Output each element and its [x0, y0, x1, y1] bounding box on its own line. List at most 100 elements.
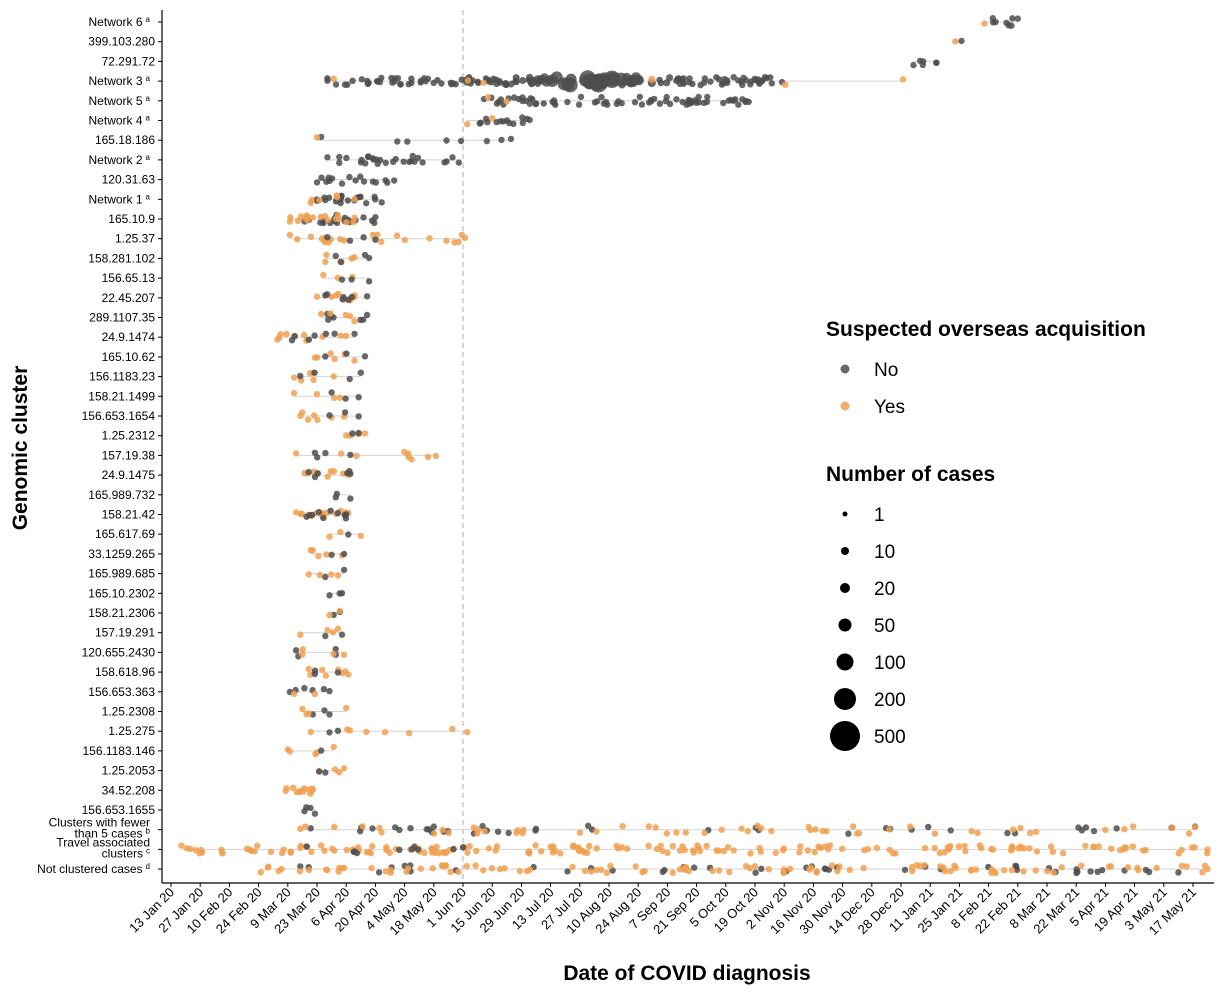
data-point — [290, 389, 298, 397]
data-point — [265, 863, 272, 870]
data-point — [768, 827, 775, 835]
data-point — [846, 866, 853, 874]
data-point — [451, 239, 458, 246]
data-point — [675, 75, 682, 82]
data-point — [387, 866, 395, 874]
data-point — [489, 115, 496, 122]
data-point — [178, 842, 185, 849]
data-point — [1049, 848, 1057, 855]
data-point — [603, 70, 621, 89]
data-point — [314, 416, 321, 424]
data-point — [351, 214, 358, 221]
data-point — [501, 865, 508, 872]
data-point — [321, 847, 328, 854]
axes — [158, 10, 1214, 887]
data-point — [383, 844, 390, 851]
data-point — [369, 843, 376, 850]
data-point — [757, 825, 765, 832]
data-point — [424, 453, 432, 461]
data-point — [1003, 19, 1010, 26]
data-point — [330, 75, 337, 82]
data-point — [332, 645, 339, 653]
data-point — [645, 823, 653, 830]
y-tick-label: Travel associated clusters c — [56, 835, 150, 860]
data-point — [311, 332, 318, 339]
data-point — [344, 197, 351, 204]
data-point — [889, 850, 897, 857]
data-point — [313, 391, 321, 398]
data-point — [704, 93, 711, 101]
data-point — [375, 869, 383, 876]
data-point — [294, 236, 301, 243]
data-point — [459, 844, 467, 851]
data-point — [1027, 829, 1034, 837]
data-point — [724, 79, 731, 87]
data-point — [305, 468, 312, 476]
data-point — [526, 866, 534, 873]
data-point — [400, 158, 407, 165]
data-point — [301, 331, 308, 339]
data-point — [326, 412, 333, 419]
data-point — [329, 845, 336, 852]
y-tick-label: 165.617.69 — [95, 527, 155, 541]
data-point — [663, 830, 670, 837]
data-point — [343, 511, 350, 518]
data-point — [363, 293, 371, 300]
data-point — [384, 179, 391, 186]
data-point — [780, 869, 787, 876]
data-point — [703, 842, 710, 850]
data-point — [346, 375, 353, 383]
data-point — [326, 533, 333, 540]
data-point — [713, 74, 720, 81]
data-point — [786, 865, 794, 872]
data-point — [355, 394, 362, 401]
data-point — [287, 848, 294, 855]
data-point — [328, 571, 335, 578]
data-point — [326, 592, 333, 599]
data-point — [941, 849, 948, 856]
size-legend-label: 10 — [874, 542, 895, 563]
data-point — [401, 236, 408, 244]
data-point — [1020, 868, 1027, 875]
data-point — [330, 468, 338, 475]
data-point — [464, 120, 471, 128]
data-point — [593, 866, 600, 874]
data-point — [292, 450, 300, 457]
y-tick-label: 157.19.291 — [95, 626, 155, 640]
data-point — [257, 869, 264, 876]
data-point — [1013, 866, 1021, 873]
data-point — [325, 194, 333, 201]
data-point — [473, 847, 480, 855]
data-point — [363, 200, 370, 207]
data-point — [356, 193, 363, 201]
y-tick-label: 156.1183.23 — [89, 370, 155, 384]
x-axis-title: Date of COVID diagnosis — [563, 962, 810, 985]
data-point — [539, 73, 550, 83]
data-point — [349, 430, 356, 437]
size-legend-label: 500 — [874, 727, 906, 748]
data-point — [442, 862, 450, 869]
data-point — [326, 711, 333, 718]
data-point — [730, 74, 737, 81]
data-point — [834, 868, 841, 875]
data-point — [968, 828, 975, 835]
data-point — [447, 79, 455, 87]
data-point — [341, 81, 349, 88]
data-point — [340, 550, 348, 558]
y-tick-label: 24.9.1475 — [102, 468, 156, 482]
data-point — [396, 846, 403, 853]
data-point — [331, 330, 338, 337]
data-point — [297, 825, 304, 832]
data-point — [326, 611, 333, 619]
size-legend-items: 1 10 20 50 100 200 500 — [830, 505, 906, 751]
data-point — [351, 848, 358, 855]
data-point — [338, 258, 345, 266]
data-point — [334, 625, 342, 632]
data-point — [315, 553, 322, 560]
data-point — [337, 236, 344, 243]
data-point — [464, 849, 471, 856]
data-point — [669, 869, 676, 876]
data-point — [933, 59, 940, 66]
